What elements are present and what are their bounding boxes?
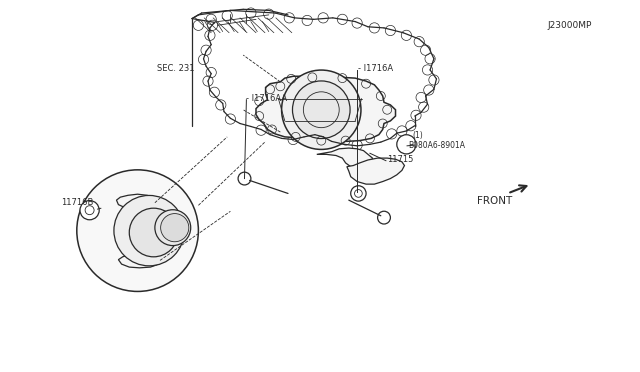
Polygon shape [347,158,404,184]
Polygon shape [118,254,160,268]
Circle shape [282,70,361,150]
Text: (1): (1) [413,131,424,140]
Text: B080A6-8901A: B080A6-8901A [408,141,465,150]
Circle shape [114,195,184,266]
Circle shape [397,135,416,154]
Text: 11716B: 11716B [61,198,93,207]
Text: SEC. 231: SEC. 231 [157,64,195,73]
Circle shape [155,210,191,246]
Polygon shape [116,194,159,209]
Polygon shape [317,148,372,168]
Circle shape [292,81,350,138]
Circle shape [238,172,251,185]
Circle shape [80,201,99,220]
Text: J23000MP: J23000MP [547,21,591,30]
Circle shape [77,170,198,291]
Circle shape [351,186,366,201]
Polygon shape [256,76,396,141]
Text: 11715: 11715 [387,155,413,164]
Text: FRONT: FRONT [477,196,512,206]
Circle shape [161,214,189,242]
Text: - I1716AA: - I1716AA [246,94,287,103]
Circle shape [378,211,390,224]
Text: - I1716A: - I1716A [358,64,394,73]
Circle shape [129,208,178,257]
